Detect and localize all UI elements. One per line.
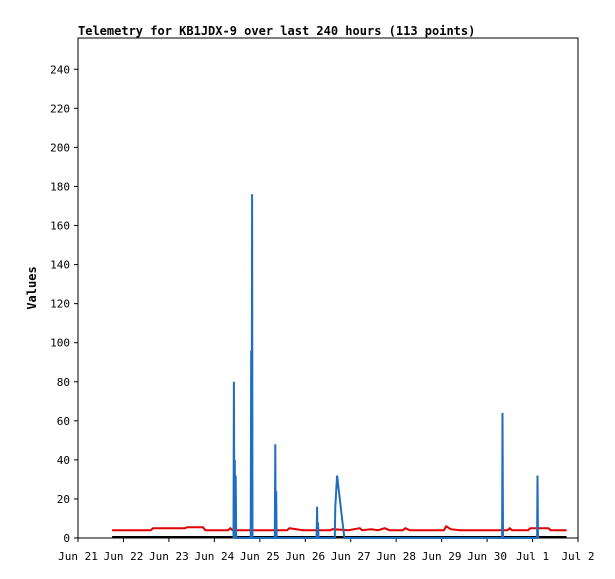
x-tick-label: Jun 21 — [58, 550, 98, 563]
y-tick-label: 60 — [57, 415, 70, 428]
x-tick-label: Jun 27 — [331, 550, 371, 563]
y-axis: 0 20 40 60 80 100 120 140 160 180 200 220 240 — [50, 63, 78, 545]
y-tick-label: 240 — [50, 63, 70, 76]
series-line-2 — [232, 194, 539, 539]
x-tick-label: Jul 2 — [561, 550, 594, 563]
x-tick-label: Jun 22 — [104, 550, 144, 563]
y-tick-label: 200 — [50, 141, 70, 154]
x-tick-label: Jun 25 — [240, 550, 280, 563]
y-tick-label: 140 — [50, 259, 70, 272]
y-tick-label: 0 — [63, 532, 70, 545]
x-axis: Jun 21 Jun 22 Jun 23 Jun 24 Jun 25 Jun 26 Jun … — [58, 538, 595, 563]
x-tick-label: Jul 1 — [516, 550, 549, 563]
y-tick-label: 80 — [57, 376, 70, 389]
y-tick-label: 100 — [50, 337, 70, 350]
series-line-1 — [112, 524, 567, 532]
y-tick-label: 160 — [50, 220, 70, 233]
x-tick-label: Jun 26 — [285, 550, 325, 563]
y-tick-label: 180 — [50, 180, 70, 193]
y-tick-label: 220 — [50, 102, 70, 115]
y-tick-label: 40 — [57, 454, 70, 467]
y-tick-label: 120 — [50, 298, 70, 311]
series-layer — [112, 194, 567, 539]
x-tick-label: Jun 24 — [194, 550, 234, 563]
x-tick-label: Jun 28 — [376, 550, 416, 563]
x-tick-label: Jun 23 — [149, 550, 189, 563]
x-tick-label: Jun 29 — [422, 550, 462, 563]
x-tick-label: Jun 30 — [467, 550, 507, 563]
chart-title: Telemetry for KB1JDX-9 over last 240 hou… — [78, 24, 475, 38]
y-tick-label: 20 — [57, 493, 70, 506]
y-axis-label: Values — [25, 266, 39, 309]
